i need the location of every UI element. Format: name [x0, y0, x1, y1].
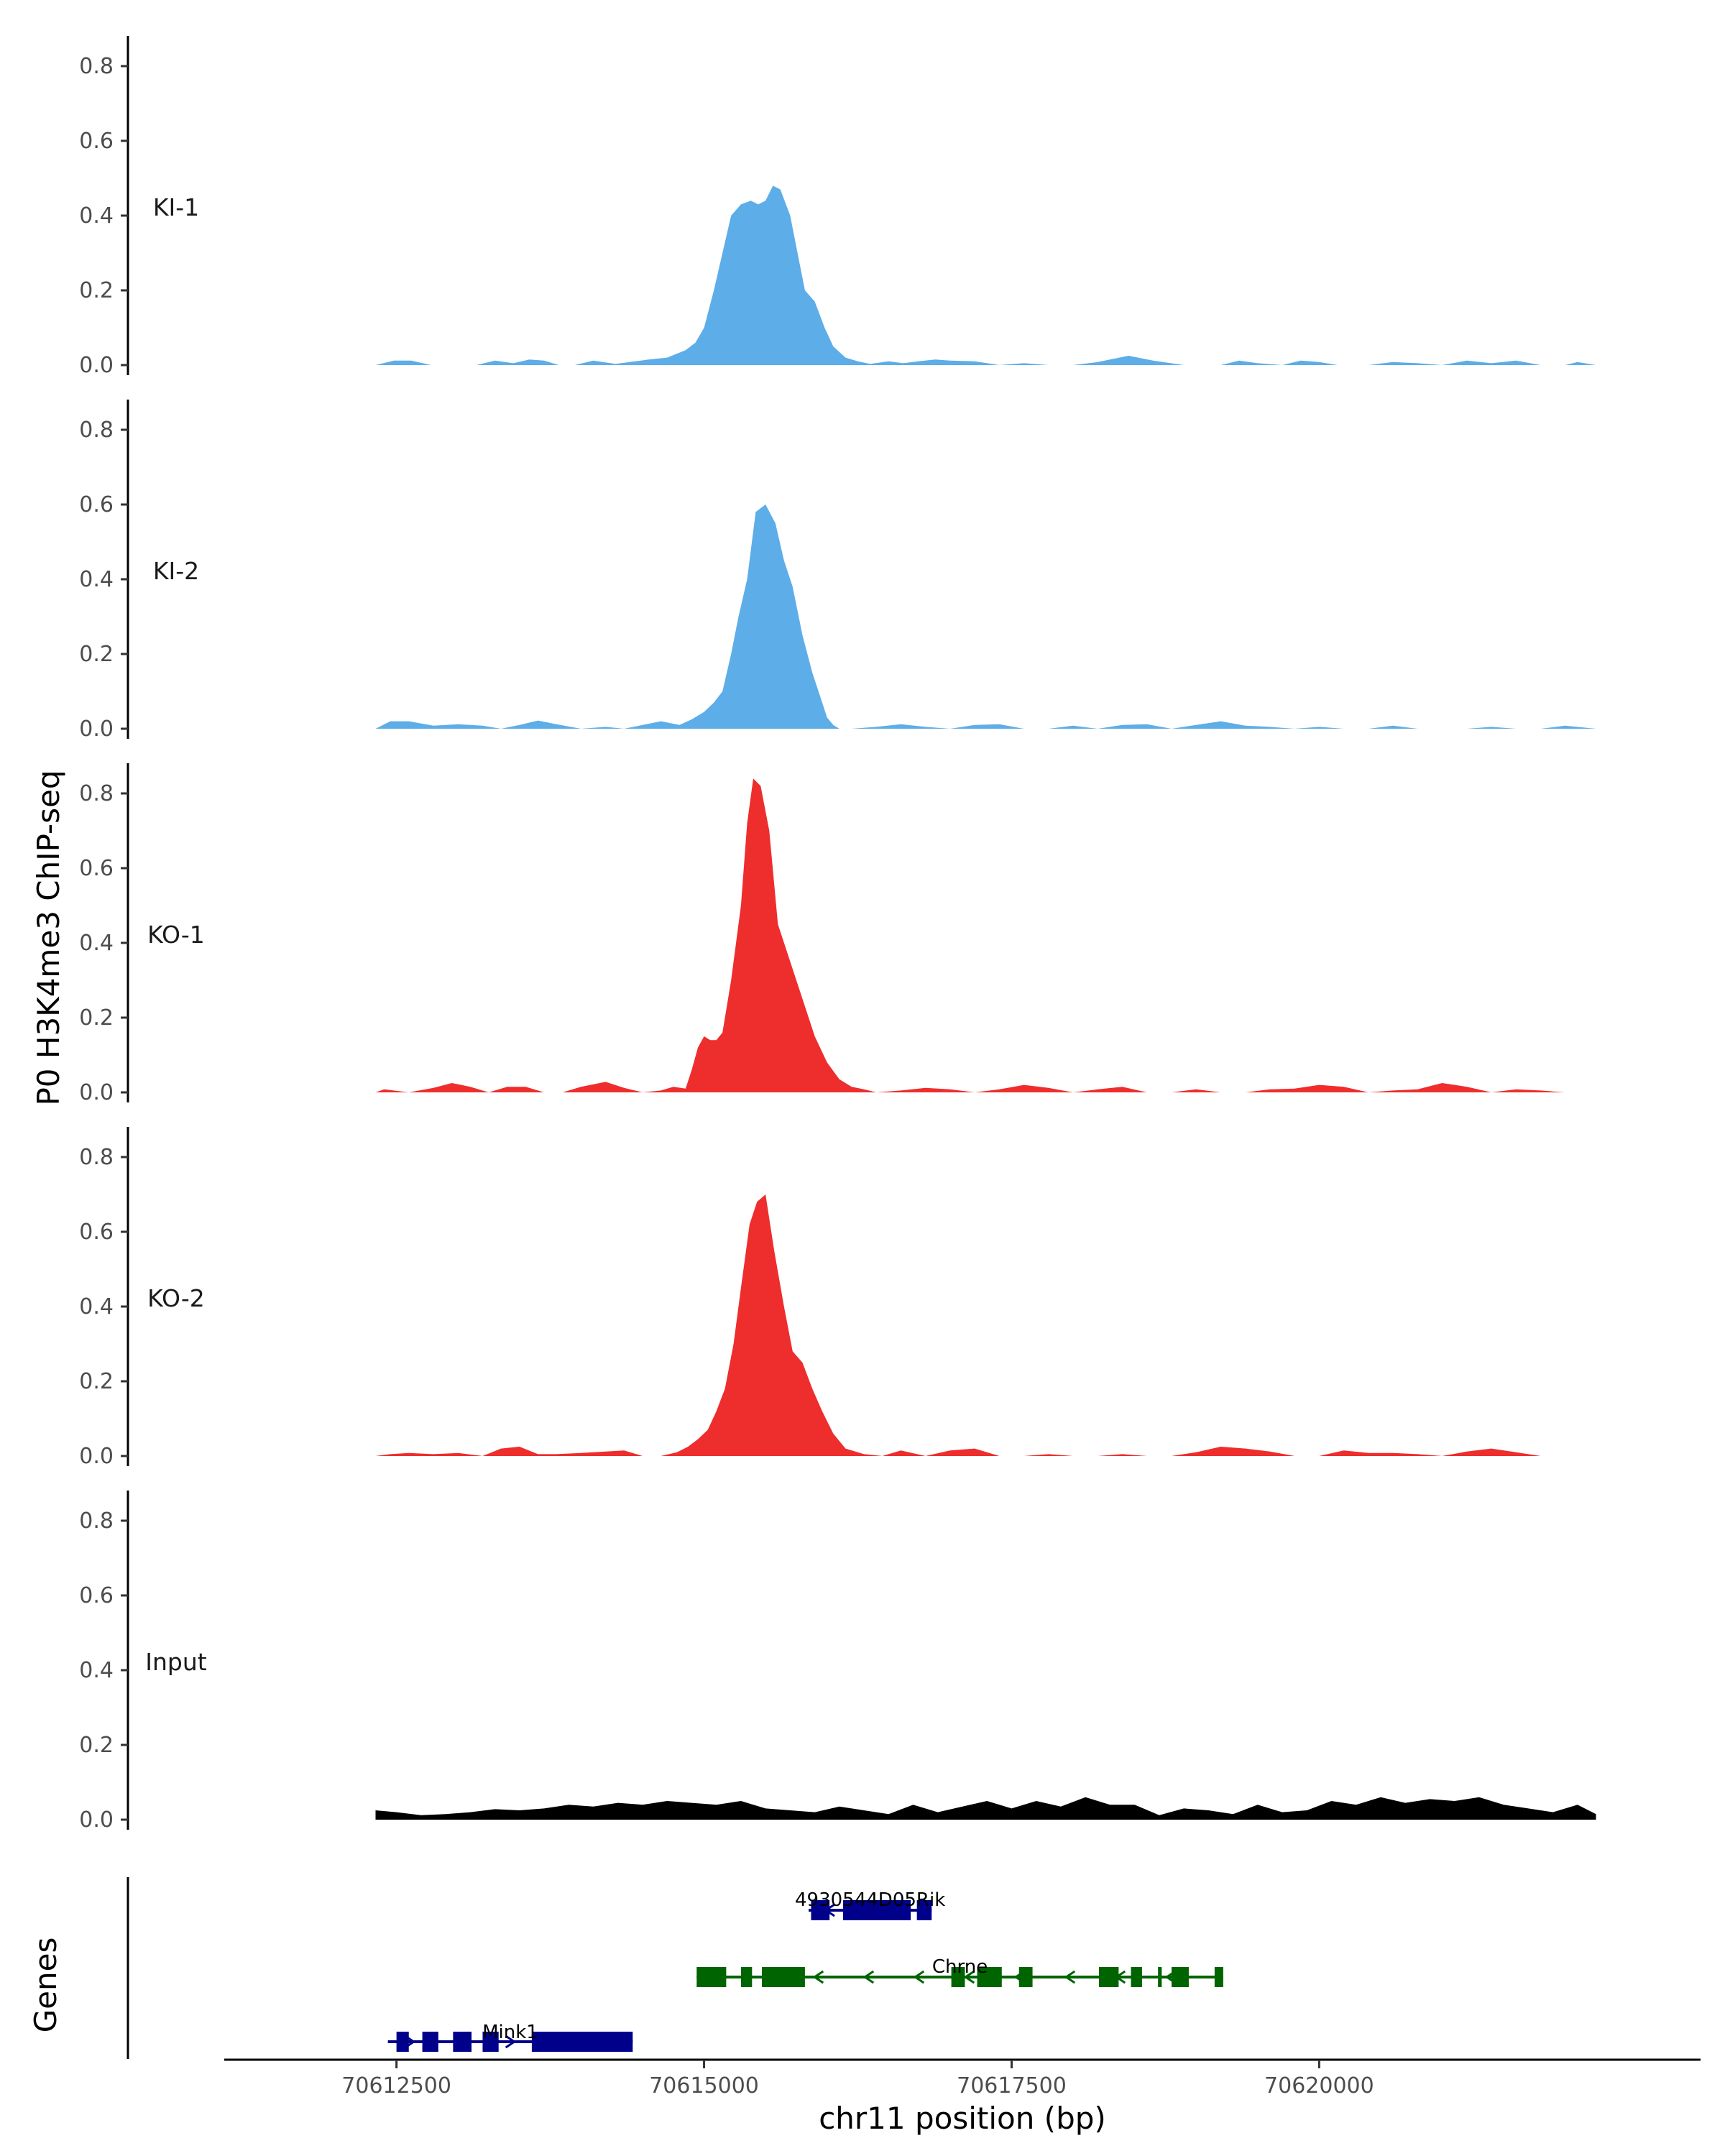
y-tick-label: 0.8	[79, 781, 114, 806]
y-tick-label: 0.0	[79, 1444, 114, 1469]
gene-exon	[1018, 1967, 1033, 1987]
track-label: KI-2	[153, 557, 199, 585]
gene-exon	[696, 1967, 727, 1987]
x-tick-label: 70615000	[649, 2073, 759, 2099]
track-label: KO-2	[147, 1284, 205, 1312]
signal-area	[375, 505, 1596, 729]
y-tick-label: 0.0	[79, 717, 114, 742]
strand-arrow-icon	[862, 1970, 875, 1984]
y-tick-label: 0.2	[79, 278, 114, 303]
gene-exon	[811, 1900, 830, 1920]
track-ko-1: 0.0 0.2 0.4 0.6 0.8 KO-1	[79, 763, 1565, 1105]
track-ko-2: 0.0 0.2 0.4 0.6 0.8 KO-2	[79, 1127, 1541, 1469]
y-tick-label: 0.4	[79, 567, 114, 592]
gene-exon	[453, 2032, 472, 2052]
gene-exon	[531, 2032, 633, 2052]
y-tick-label: 0.2	[79, 1369, 114, 1394]
gene-exon	[482, 2032, 499, 2052]
track-label: KI-1	[153, 193, 199, 221]
y-tick-label: 0.8	[79, 54, 114, 79]
strand-arrow-icon	[1064, 1970, 1076, 1984]
track-input: 0.0 0.2 0.4 0.6 0.8 Input	[79, 1491, 1596, 1833]
signal-area	[375, 185, 1596, 365]
y-tick-label: 0.8	[79, 1145, 114, 1170]
track-ki-1: 0.0 0.2 0.4 0.6 0.8 KI-1	[79, 36, 1596, 378]
gene-exon	[740, 1967, 753, 1987]
x-tick-label: 70612500	[341, 2073, 451, 2099]
gene-exon	[1214, 1967, 1223, 1987]
gene-label: Chrne	[932, 1956, 988, 1978]
gene-exon	[1098, 1967, 1119, 1987]
genes-track-title: Genes	[28, 1938, 63, 2033]
gene-exon	[916, 1900, 932, 1920]
track-ki-2: 0.0 0.2 0.4 0.6 0.8 KI-2	[79, 400, 1596, 742]
y-axis-title: P0 H3K4me3 ChIP-seq	[31, 770, 66, 1105]
track-label: KO-1	[147, 921, 205, 949]
gene-exon	[761, 1967, 805, 1987]
y-tick-label: 0.2	[79, 1733, 114, 1758]
strand-arrow-icon	[812, 1970, 824, 1984]
tracks-layer: 0.00.20.40.60.8KI-10.00.20.40.60.8KI-20.…	[79, 36, 1596, 1833]
y-tick-label: 0.0	[79, 1807, 114, 1833]
y-tick-label: 0.2	[79, 1005, 114, 1031]
gene-chrne: Chrne	[696, 1956, 1223, 1987]
gene-exon	[842, 1900, 911, 1920]
gene-exon	[1131, 1967, 1142, 1987]
y-tick-label: 0.4	[79, 1294, 114, 1319]
strand-arrow-icon	[963, 1970, 975, 1984]
y-tick-label: 0.6	[79, 1220, 114, 1245]
x-tick-label: 70620000	[1264, 2073, 1374, 2099]
y-tick-label: 0.6	[79, 1583, 114, 1608]
y-tick-label: 0.4	[79, 203, 114, 229]
gene-label: 4930544D05Rik	[795, 1889, 945, 1911]
gene-4930544d05rik: 4930544D05Rik	[795, 1889, 945, 1920]
gene-mink1: Mink1	[387, 2022, 633, 2052]
gene-exon	[1171, 1967, 1189, 1987]
gene-exon	[422, 2032, 438, 2052]
y-tick-label: 0.0	[79, 353, 114, 378]
x-axis-title: chr11 position (bp)	[819, 2101, 1106, 2136]
y-tick-label: 0.0	[79, 1080, 114, 1105]
genes-track: 4930544D05Rik Chrne Mink1 70612500 70615000 7…	[126, 1877, 1701, 2099]
track-label: Input	[145, 1648, 207, 1676]
y-tick-label: 0.8	[79, 418, 114, 443]
y-tick-label: 0.6	[79, 492, 114, 517]
signal-area	[375, 1194, 1541, 1456]
signal-area	[375, 778, 1565, 1092]
gene-exon	[1158, 1967, 1162, 1987]
gene-exon	[977, 1967, 1002, 1987]
gene-exon	[396, 2032, 409, 2052]
y-tick-label: 0.6	[79, 129, 114, 154]
y-tick-label: 0.4	[79, 931, 114, 956]
y-tick-label: 0.2	[79, 642, 114, 667]
gene-label: Mink1	[482, 2022, 538, 2043]
y-tick-label: 0.8	[79, 1508, 114, 1534]
signal-area	[375, 1797, 1596, 1820]
gene-exon	[951, 1967, 965, 1987]
y-tick-label: 0.6	[79, 856, 114, 881]
strand-arrow-icon	[913, 1970, 925, 1984]
strand-arrow-icon	[505, 2035, 517, 2049]
x-tick-label: 70617500	[957, 2073, 1067, 2099]
y-tick-label: 0.4	[79, 1658, 114, 1683]
